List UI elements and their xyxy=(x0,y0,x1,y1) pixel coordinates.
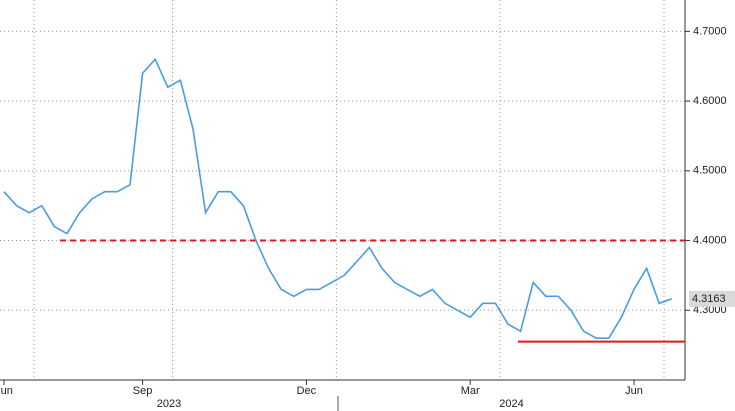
price-line xyxy=(3,57,673,339)
y-tick-label: 4.7000 xyxy=(693,25,727,37)
last-value-box xyxy=(689,290,735,307)
y-tick-label: 4.4000 xyxy=(693,234,727,246)
y-tick-label: 4.6000 xyxy=(693,95,727,107)
y-tick-label: 4.3000 xyxy=(693,304,727,316)
x-tick-label: Mar xyxy=(461,385,480,397)
y-tick-label: 4.5000 xyxy=(693,165,727,177)
x-tick-label: Jun xyxy=(0,385,13,397)
x-tick-label: Jun xyxy=(625,385,643,397)
x-tick-label: Sep xyxy=(133,385,153,397)
year-label: 2023 xyxy=(157,398,181,410)
last-value-label: 4.3163 xyxy=(692,293,726,305)
year-label: 2024 xyxy=(499,398,523,410)
x-tick-label: Dec xyxy=(297,385,317,397)
